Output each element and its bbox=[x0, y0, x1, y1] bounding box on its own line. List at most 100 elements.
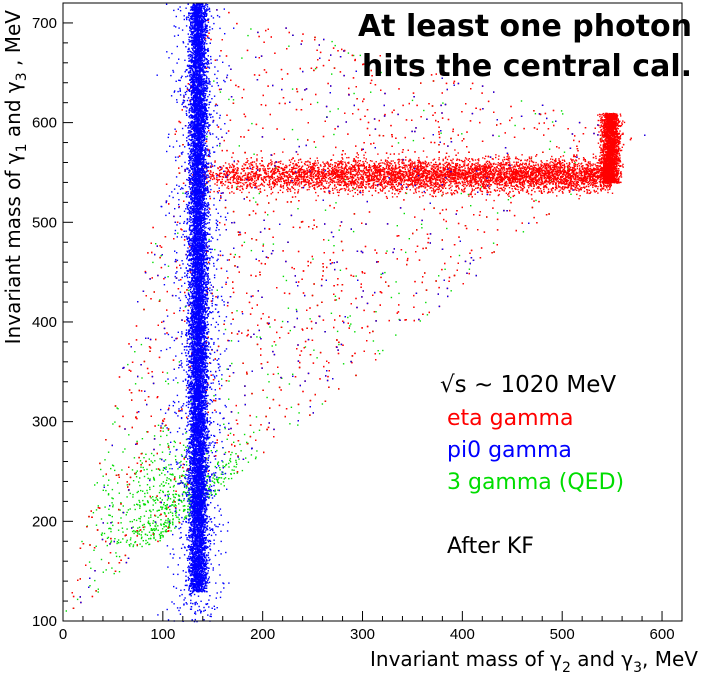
scatter-point bbox=[217, 462, 219, 464]
scatter-point bbox=[88, 561, 91, 563]
scatter-point bbox=[443, 170, 445, 172]
scatter-point bbox=[354, 331, 356, 333]
scatter-point bbox=[594, 181, 596, 183]
scatter-point bbox=[264, 211, 266, 214]
scatter-point bbox=[407, 257, 409, 260]
scatter-point bbox=[282, 275, 285, 278]
scatter-point bbox=[235, 419, 238, 421]
scatter-point bbox=[118, 476, 120, 478]
scatter-point bbox=[126, 496, 128, 498]
scatter-point bbox=[183, 200, 185, 202]
scatter-point bbox=[118, 555, 121, 558]
scatter-point bbox=[216, 289, 218, 291]
scatter-point bbox=[562, 186, 564, 188]
scatter-point bbox=[145, 453, 147, 455]
scatter-point bbox=[114, 405, 117, 407]
scatter-point bbox=[174, 527, 176, 529]
scatter-point bbox=[173, 490, 175, 492]
scatter-point bbox=[422, 313, 424, 315]
scatter-point bbox=[163, 484, 165, 487]
scatter-point bbox=[209, 197, 211, 200]
scatter-point bbox=[269, 167, 271, 170]
scatter-point bbox=[255, 416, 258, 418]
scatter-point bbox=[457, 181, 460, 184]
scatter-point bbox=[329, 204, 331, 207]
scatter-point bbox=[544, 112, 547, 115]
scatter-point bbox=[106, 537, 109, 539]
scatter-point bbox=[396, 190, 399, 192]
scatter-point bbox=[510, 105, 512, 108]
scatter-point bbox=[562, 168, 565, 170]
scatter-point bbox=[285, 408, 288, 410]
scatter-point bbox=[355, 297, 357, 300]
scatter-point bbox=[211, 292, 213, 295]
scatter-point bbox=[328, 386, 330, 388]
scatter-point bbox=[224, 162, 227, 164]
scatter-point bbox=[183, 508, 185, 511]
scatter-point bbox=[235, 459, 237, 462]
scatter-point bbox=[453, 274, 456, 277]
scatter-point bbox=[227, 130, 230, 132]
scatter-point bbox=[103, 532, 106, 535]
scatter-point bbox=[240, 179, 242, 181]
scatter-point bbox=[158, 356, 161, 359]
scatter-point bbox=[117, 539, 120, 541]
scatter-point bbox=[311, 294, 314, 297]
scatter-point bbox=[256, 343, 259, 346]
scatter-point bbox=[229, 459, 231, 461]
scatter-point bbox=[559, 189, 561, 191]
scatter-point bbox=[461, 206, 463, 209]
scatter-point bbox=[319, 51, 322, 54]
scatter-point bbox=[206, 458, 208, 460]
scatter-point bbox=[370, 143, 372, 145]
scatter-point bbox=[235, 453, 237, 455]
scatter-point bbox=[145, 510, 147, 512]
scatter-point bbox=[224, 206, 227, 209]
scatter-point bbox=[300, 350, 303, 352]
scatter-point bbox=[271, 345, 273, 347]
scatter-point bbox=[147, 252, 149, 254]
scatter-point bbox=[154, 529, 156, 532]
scatter-point bbox=[105, 473, 107, 475]
scatter-point bbox=[259, 336, 261, 338]
scatter-point bbox=[301, 40, 303, 42]
scatter-point bbox=[162, 490, 164, 493]
scatter-point bbox=[158, 491, 161, 494]
scatter-point bbox=[255, 212, 257, 215]
scatter-point bbox=[237, 455, 239, 457]
scatter-point bbox=[218, 88, 221, 91]
scatter-point bbox=[515, 229, 517, 232]
scatter-point bbox=[439, 178, 441, 181]
scatter-point bbox=[350, 323, 352, 325]
scatter-point bbox=[450, 256, 452, 258]
scatter-point bbox=[239, 443, 241, 446]
scatter-point bbox=[487, 166, 490, 168]
scatter-point bbox=[182, 182, 185, 184]
scatter-point bbox=[159, 536, 162, 539]
scatter-point bbox=[390, 182, 393, 184]
scatter-point bbox=[354, 352, 356, 355]
scatter-point bbox=[258, 185, 260, 187]
scatter-point bbox=[435, 166, 437, 168]
scatter-point bbox=[425, 164, 427, 166]
scatter-point bbox=[107, 494, 110, 496]
scatter-point bbox=[401, 151, 404, 153]
scatter-point bbox=[136, 535, 138, 537]
scatter-point bbox=[177, 288, 180, 290]
scatter-point bbox=[186, 88, 189, 91]
scatter-point bbox=[178, 361, 181, 363]
scatter-point bbox=[220, 181, 222, 183]
scatter-point bbox=[190, 400, 192, 403]
scatter-point bbox=[236, 163, 238, 165]
scatter-point bbox=[265, 415, 267, 418]
scatter-point bbox=[228, 451, 230, 453]
scatter-point bbox=[151, 371, 153, 373]
scatter-point bbox=[629, 138, 632, 141]
scatter-point bbox=[155, 523, 157, 525]
scatter-point bbox=[170, 473, 173, 476]
scatter-point bbox=[219, 254, 222, 257]
scatter-point bbox=[157, 499, 159, 501]
scatter-point bbox=[172, 514, 174, 517]
scatter-point bbox=[146, 534, 149, 536]
scatter-point bbox=[368, 174, 371, 176]
